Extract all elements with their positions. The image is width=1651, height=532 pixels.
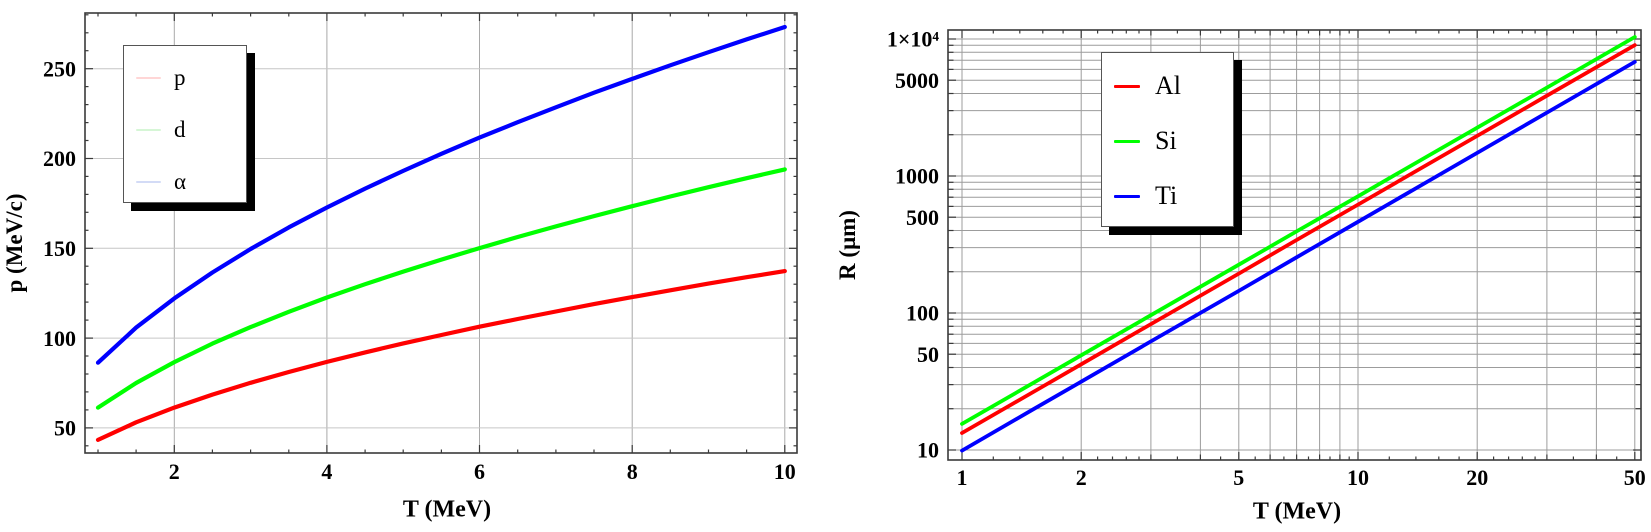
- legend-label: p: [174, 65, 186, 90]
- svg-text:5: 5: [1233, 465, 1244, 490]
- legend-materials: Al Si Ti: [1101, 52, 1234, 227]
- svg-text:20: 20: [1466, 465, 1488, 490]
- svg-text:1×10⁴: 1×10⁴: [887, 27, 940, 52]
- svg-text:50: 50: [917, 342, 939, 367]
- proton-line-swatch: [136, 77, 161, 79]
- deuteron-line-swatch: [136, 129, 161, 131]
- y-axis-title-momentum: p (MeV/c): [2, 193, 27, 293]
- svg-text:6: 6: [474, 459, 485, 484]
- svg-text:2: 2: [1076, 465, 1087, 490]
- momentum-chart: 2 4 6 8 10 50 100 150 200 250 p (MeV/c) T (MeV) p…: [0, 0, 820, 532]
- x-axis-title-momentum: T (MeV): [402, 496, 492, 523]
- svg-text:250: 250: [43, 56, 76, 81]
- legend-label: Al: [1155, 71, 1181, 100]
- svg-text:10: 10: [774, 459, 796, 484]
- momentum-chart-canvas: 2 4 6 8 10 50 100 150 200 250: [43, 12, 798, 484]
- svg-text:1: 1: [957, 465, 968, 490]
- titanium-line-swatch: [1114, 194, 1140, 198]
- svg-text:1000: 1000: [895, 164, 939, 189]
- legend-item-alpha: α: [136, 169, 186, 195]
- legend-item-aluminium: Al: [1114, 71, 1181, 101]
- svg-text:2: 2: [169, 459, 180, 484]
- svg-text:100: 100: [43, 326, 76, 351]
- y-axis-title-range: R (μm): [835, 210, 860, 280]
- silicon-line-swatch: [1114, 139, 1140, 143]
- aluminium-line-swatch: [1114, 84, 1140, 88]
- svg-text:50: 50: [54, 416, 76, 441]
- svg-text:10: 10: [1347, 465, 1369, 490]
- svg-text:150: 150: [43, 236, 76, 261]
- svg-text:4: 4: [321, 459, 332, 484]
- svg-text:500: 500: [906, 205, 939, 230]
- legend-particles: p d α: [123, 45, 247, 203]
- range-chart: 1 2 5 10 20 50 10 50 100 500 1000 5000 1×10⁴ R (μm) …: [820, 0, 1651, 532]
- legend-item-silicon: Si: [1114, 126, 1177, 156]
- svg-text:100: 100: [906, 301, 939, 326]
- svg-text:8: 8: [627, 459, 638, 484]
- range-chart-canvas: 1 2 5 10 20 50 10 50 100 500 1000 5000 1×10⁴: [887, 27, 1646, 490]
- legend-item-proton: p: [136, 65, 186, 91]
- alpha-line-swatch: [136, 181, 161, 183]
- svg-text:10: 10: [917, 438, 939, 463]
- legend-item-titanium: Ti: [1114, 181, 1177, 211]
- legend-item-deuteron: d: [136, 117, 186, 143]
- svg-text:5000: 5000: [895, 68, 939, 93]
- legend-label: Ti: [1155, 181, 1178, 210]
- legend-label: α: [174, 169, 187, 194]
- legend-label: d: [174, 117, 186, 142]
- legend-label: Si: [1155, 126, 1177, 155]
- x-axis-title-range: T (MeV): [1252, 498, 1342, 525]
- svg-text:50: 50: [1624, 465, 1646, 490]
- svg-text:200: 200: [43, 146, 76, 171]
